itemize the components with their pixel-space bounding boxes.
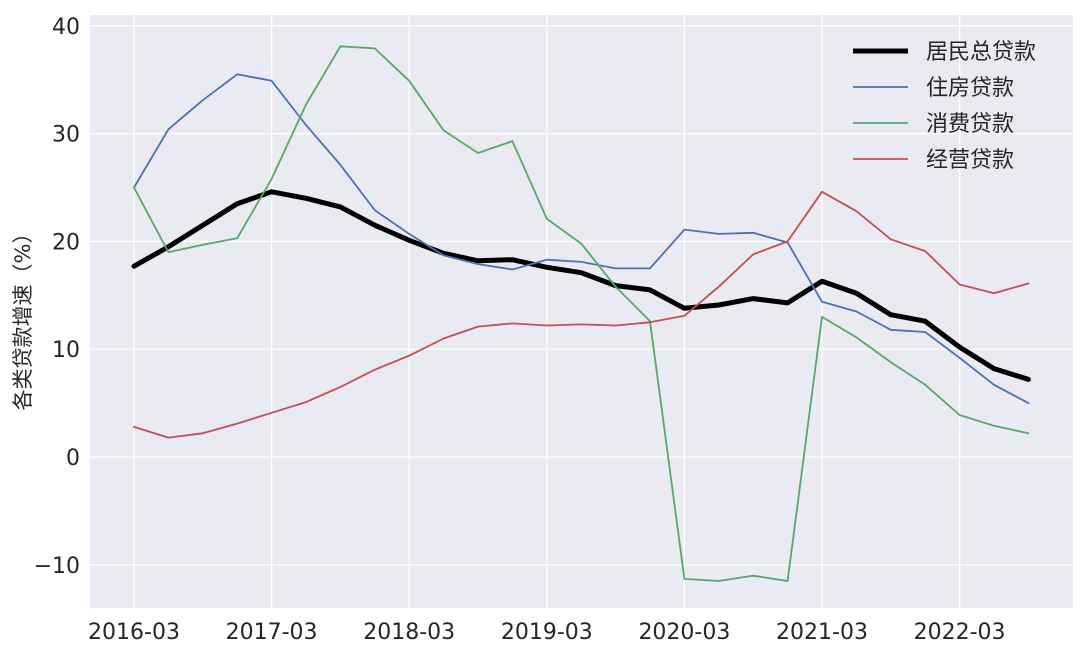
series-line-1 bbox=[131, 189, 1031, 382]
series-line-3 bbox=[133, 45, 1030, 582]
y-axis-label: 各类贷款增速（%） bbox=[11, 223, 35, 411]
plot-area bbox=[90, 15, 1073, 608]
x-tick-label: 2022-03 bbox=[914, 620, 1006, 645]
x-tick-label: 2021-03 bbox=[776, 620, 868, 645]
x-tick-label: 2018-03 bbox=[363, 620, 455, 645]
x-tick-label: 2019-03 bbox=[501, 620, 593, 645]
series-lines bbox=[131, 45, 1031, 582]
legend-label: 消费贷款 bbox=[926, 112, 1014, 137]
y-axis-ticks: −10 0 10 20 30 40 bbox=[34, 15, 80, 579]
y-tick-label: 10 bbox=[52, 338, 80, 363]
y-tick-label: 40 bbox=[52, 15, 80, 40]
x-tick-label: 2016-03 bbox=[88, 620, 180, 645]
x-tick-label: 2017-03 bbox=[226, 620, 318, 645]
y-tick-label: 0 bbox=[66, 446, 80, 471]
y-tick-label: 30 bbox=[52, 123, 80, 148]
x-tick-label: 2020-03 bbox=[638, 620, 730, 645]
series-line-4 bbox=[133, 190, 1030, 439]
legend-label: 住房贷款 bbox=[926, 76, 1014, 101]
series-line-2 bbox=[133, 73, 1030, 405]
y-tick-label: −10 bbox=[34, 554, 80, 579]
x-axis-ticks: 2016-03 2017-03 2018-03 2019-03 2020-03 2021-… bbox=[88, 620, 1006, 645]
y-tick-label: 20 bbox=[52, 230, 80, 255]
grid-lines bbox=[90, 15, 1073, 608]
legend-label: 经营贷款 bbox=[926, 148, 1014, 173]
legend-label: 居民总贷款 bbox=[926, 40, 1036, 65]
